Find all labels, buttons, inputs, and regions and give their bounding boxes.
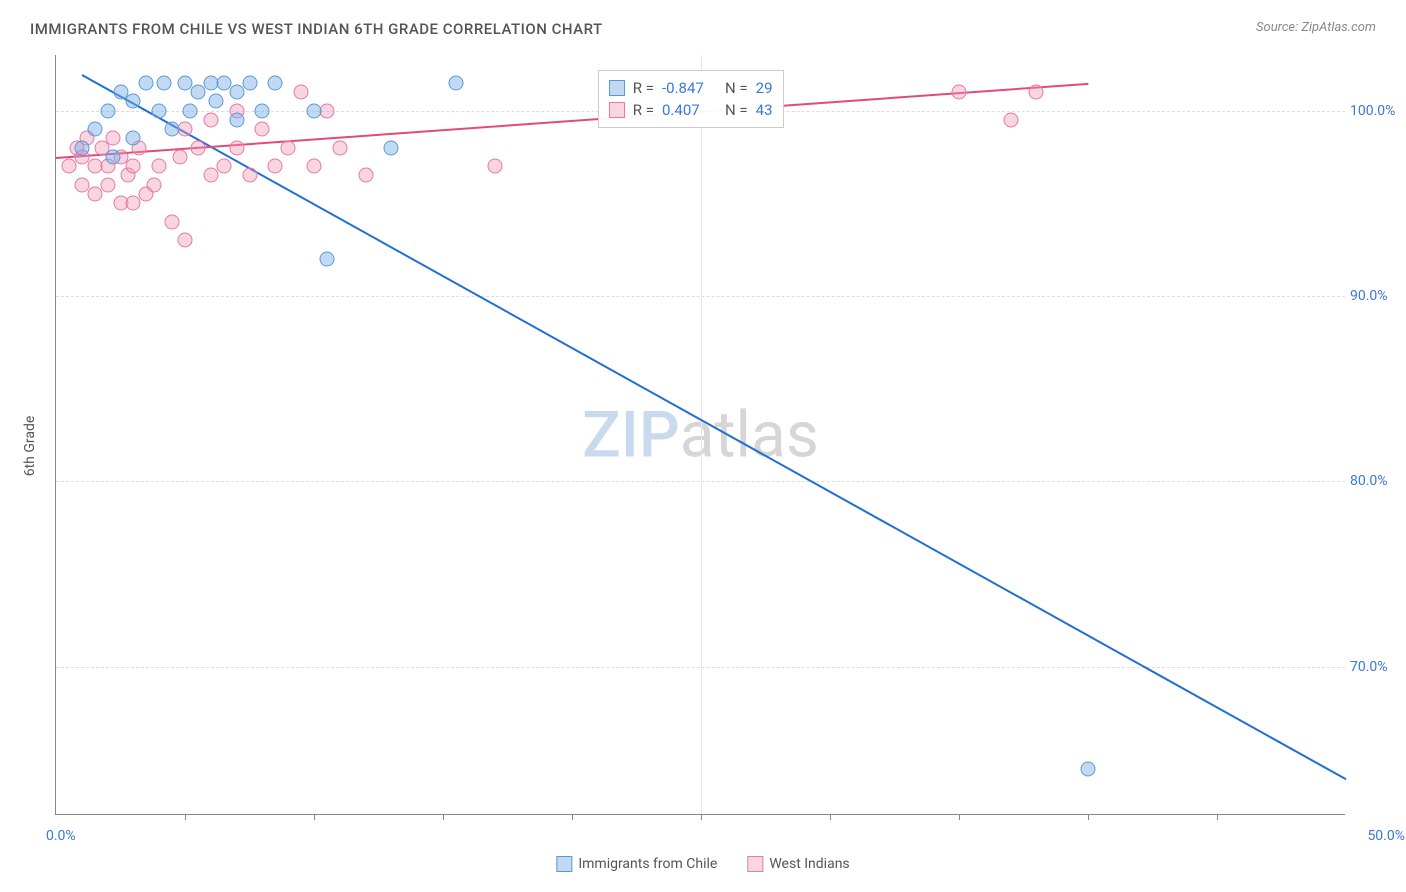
- point-series2: [216, 159, 231, 174]
- n-value: 43: [756, 101, 773, 119]
- r-label: R =: [633, 79, 654, 97]
- point-series2: [1029, 85, 1044, 100]
- point-series1: [87, 122, 102, 137]
- point-series1: [152, 103, 167, 118]
- point-series1: [126, 131, 141, 146]
- point-series2: [319, 103, 334, 118]
- point-series1: [255, 103, 270, 118]
- n-label: N =: [725, 101, 748, 119]
- point-series1: [229, 112, 244, 127]
- point-series1: [384, 140, 399, 155]
- x-tick: [443, 814, 444, 820]
- point-series1: [74, 140, 89, 155]
- legend-swatch-2: [747, 856, 763, 872]
- source-label: Source: ZipAtlas.com: [1256, 20, 1376, 35]
- point-series1: [307, 103, 322, 118]
- point-series2: [126, 196, 141, 211]
- point-series1: [105, 149, 120, 164]
- point-series1: [242, 75, 257, 90]
- legend: Immigrants from Chile West Indians: [556, 856, 849, 872]
- point-series2: [358, 168, 373, 183]
- x-tick: [1088, 814, 1089, 820]
- point-series2: [255, 122, 270, 137]
- point-series2: [105, 131, 120, 146]
- legend-label-1: Immigrants from Chile: [578, 856, 717, 872]
- y-tick-label: 80.0%: [1350, 473, 1405, 489]
- point-series1: [100, 103, 115, 118]
- point-series2: [61, 159, 76, 174]
- x-tick: [1217, 814, 1218, 820]
- legend-item-series1: Immigrants from Chile: [556, 856, 717, 872]
- point-series1: [448, 75, 463, 90]
- point-series2: [294, 85, 309, 100]
- point-series1: [183, 103, 198, 118]
- point-series2: [307, 159, 322, 174]
- r-label: R =: [633, 101, 654, 119]
- point-series2: [952, 85, 967, 100]
- r-value: -0.847: [662, 79, 717, 97]
- point-series2: [147, 177, 162, 192]
- stats-row: R = -0.847 N = 29: [609, 77, 773, 99]
- point-series2: [87, 187, 102, 202]
- x-tick: [185, 814, 186, 820]
- point-series1: [165, 122, 180, 137]
- stats-row: R = 0.407 N = 43: [609, 99, 773, 121]
- stats-swatch: [609, 80, 625, 96]
- n-label: N =: [725, 79, 748, 97]
- y-tick-label: 70.0%: [1350, 659, 1405, 675]
- point-series2: [242, 168, 257, 183]
- stats-swatch: [609, 102, 625, 118]
- x-tick: [572, 814, 573, 820]
- point-series2: [126, 159, 141, 174]
- x-start-label: 0.0%: [46, 828, 76, 844]
- point-series1: [1081, 761, 1096, 776]
- point-series2: [178, 233, 193, 248]
- watermark-zip: ZIP: [582, 397, 680, 472]
- point-series1: [139, 75, 154, 90]
- x-tick: [959, 814, 960, 820]
- point-series2: [172, 149, 187, 164]
- point-series2: [487, 159, 502, 174]
- x-major-tick: [701, 55, 702, 814]
- n-value: 29: [756, 79, 773, 97]
- point-series2: [332, 140, 347, 155]
- point-series2: [165, 214, 180, 229]
- x-tick: [701, 814, 702, 820]
- point-series1: [190, 85, 205, 100]
- chart-title: IMMIGRANTS FROM CHILE VS WEST INDIAN 6TH…: [30, 20, 603, 38]
- legend-swatch-1: [556, 856, 572, 872]
- legend-item-series2: West Indians: [747, 856, 849, 872]
- point-series2: [190, 140, 205, 155]
- y-tick-label: 90.0%: [1350, 288, 1405, 304]
- y-axis-title: 6th Grade: [22, 416, 38, 477]
- x-tick: [830, 814, 831, 820]
- point-series2: [1003, 112, 1018, 127]
- point-series1: [268, 75, 283, 90]
- point-series2: [281, 140, 296, 155]
- trend-line-series1: [81, 74, 1346, 780]
- legend-label-2: West Indians: [769, 856, 849, 872]
- x-tick: [314, 814, 315, 820]
- plot-area: ZIPatlas 0.0% 50.0% 70.0%80.0%90.0%100.0…: [55, 55, 1345, 815]
- point-series2: [203, 112, 218, 127]
- r-value: 0.407: [662, 101, 717, 119]
- point-series1: [229, 85, 244, 100]
- point-series2: [203, 168, 218, 183]
- stats-box: R = -0.847 N = 29 R = 0.407 N = 43: [598, 70, 784, 128]
- point-series1: [157, 75, 172, 90]
- point-series2: [100, 177, 115, 192]
- y-tick-label: 100.0%: [1350, 103, 1405, 119]
- point-series2: [268, 159, 283, 174]
- point-series2: [178, 122, 193, 137]
- x-end-label: 50.0%: [1367, 828, 1405, 844]
- point-series1: [126, 94, 141, 109]
- point-series1: [319, 251, 334, 266]
- point-series1: [208, 94, 223, 109]
- point-series2: [152, 159, 167, 174]
- point-series2: [229, 140, 244, 155]
